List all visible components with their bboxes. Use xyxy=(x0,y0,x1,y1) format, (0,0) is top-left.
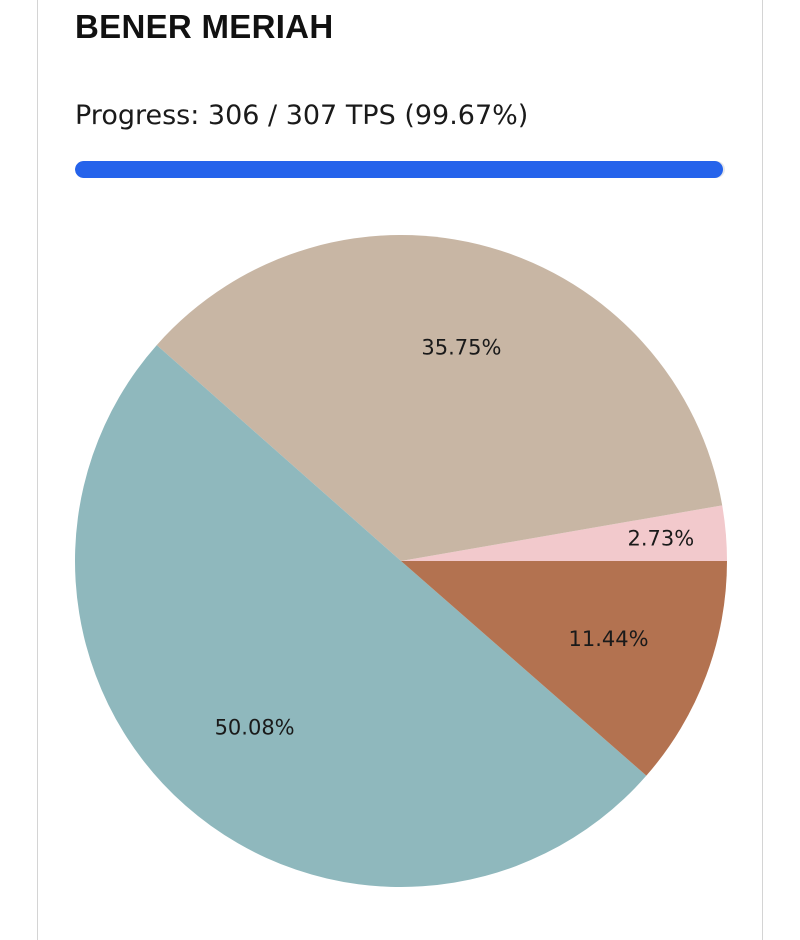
progress-bar-fill xyxy=(75,161,723,178)
progress-text: Progress: 306 / 307 TPS (99.67%) xyxy=(75,100,529,131)
pie-slice-label: 50.08% xyxy=(215,715,295,739)
pie-chart: 2.73% 35.75% 50.08% 11.44% xyxy=(74,235,727,888)
region-card: BENER MERIAH Progress: 306 / 307 TPS (99… xyxy=(37,0,763,940)
pie-slice-label: 2.73% xyxy=(627,527,694,551)
pie-slice xyxy=(401,561,727,776)
pie-slice xyxy=(156,235,723,561)
pie-slice-label: 35.75% xyxy=(421,336,501,360)
pie-slice xyxy=(74,345,647,888)
region-title: BENER MERIAH xyxy=(75,8,334,45)
pie-slice-label: 11.44% xyxy=(568,627,648,651)
progress-bar xyxy=(75,161,725,178)
pie-slice xyxy=(401,505,727,561)
